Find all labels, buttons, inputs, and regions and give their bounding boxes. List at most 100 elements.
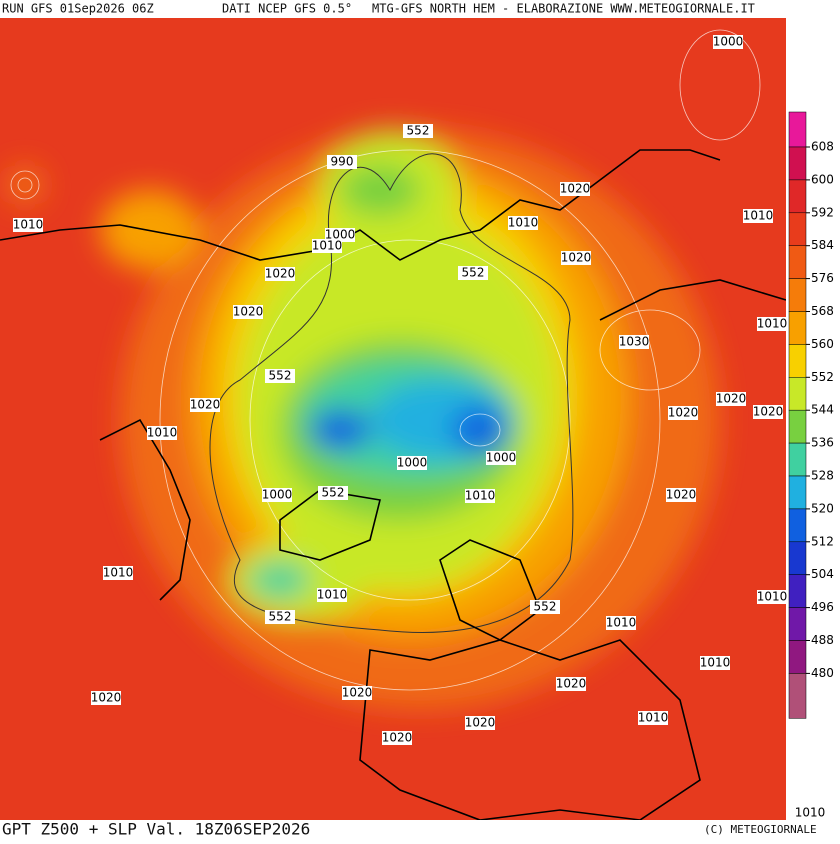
colorbar-label: 512 (811, 534, 834, 548)
contour-label-bg (508, 216, 538, 230)
contour-label: 990 (331, 155, 354, 169)
contour-labels: 1000 552 990 1020 1010 1010 1000 1010 1010 1020 55… (13, 35, 826, 820)
contour-label-bg (638, 711, 668, 725)
colorbar-band (788, 311, 807, 345)
z500-552-contour (209, 153, 574, 633)
colorbar-band (788, 245, 807, 279)
footer-title: GPT Z500 + SLP Val. 18Z06SEP2026 (2, 820, 310, 839)
contour-label-bg (342, 686, 372, 700)
contour-label: 1010 (103, 566, 134, 580)
contour-label: 1020 (342, 686, 373, 700)
contour-label: 1010 (757, 590, 788, 604)
contour-label-bg (757, 590, 787, 604)
contour-label: 1000 (325, 228, 356, 242)
contour-label-bg (13, 218, 43, 232)
footer-title-bg (0, 820, 360, 840)
contour-label: 1020 (556, 677, 587, 691)
colorbar-label: 488 (811, 633, 834, 647)
colorbar-label: 560 (811, 337, 834, 351)
contour-label: 1010 (508, 216, 539, 230)
colorbar-band (788, 409, 807, 444)
colorbar-band (788, 475, 807, 510)
contour-label-bg (147, 426, 177, 440)
contour-label-bg (530, 600, 560, 614)
contour-label: 552 (269, 369, 292, 383)
contour-label-bg (403, 124, 433, 138)
contour-label-bg (713, 35, 743, 49)
contour-label: 552 (322, 486, 345, 500)
contour-label: 1020 (716, 392, 747, 406)
contour-label-bg (619, 335, 649, 349)
contour-label-bg (668, 406, 698, 420)
contour-label: 1010 (606, 616, 637, 630)
contour-label-bg (757, 317, 787, 331)
contour-label: 1020 (465, 716, 496, 730)
contour-label-bg (327, 155, 357, 169)
contour-label: 1020 (561, 251, 592, 265)
contour-label: 1000 (713, 35, 744, 49)
colorbar-band (788, 212, 807, 246)
colorbar-band (788, 508, 807, 543)
contour-label-bg (318, 486, 348, 500)
colorbar-band (788, 574, 807, 608)
contour-label-bg (265, 267, 295, 281)
contour-label-bg (91, 691, 121, 705)
colorbar-label: 608 (811, 140, 834, 154)
contour-label-bg (753, 405, 783, 419)
contour-label-bg (382, 731, 412, 745)
colorbar-band (788, 111, 807, 148)
colorbar-band (788, 179, 807, 214)
contour-label-bg (190, 398, 220, 412)
colorbar-band (788, 607, 807, 641)
contour-label: 1010 (638, 711, 669, 725)
contour-label-bg (666, 488, 696, 502)
colorbar-label: 584 (811, 238, 834, 252)
contour-label-bg (458, 266, 488, 280)
contour-label: 1010 (700, 656, 731, 670)
contour-label: 552 (462, 266, 485, 280)
contour-label: 1020 (233, 305, 264, 319)
colorbar-band (788, 673, 807, 719)
contour-label: 1020 (382, 731, 413, 745)
colorbar: 608 600 592 584 576 568 560 552 544 536 528 520 512 5… (788, 111, 834, 719)
colorbar-label: 568 (811, 304, 834, 318)
contour-label-bg (265, 369, 295, 383)
contour-label-bg (561, 251, 591, 265)
contour-label-bg (486, 451, 516, 465)
contour-label-bg (262, 488, 292, 502)
contour-label: 1010 (757, 317, 788, 331)
contour-label-bg (265, 610, 295, 624)
contour-label-bg (465, 716, 495, 730)
contour-label-bg (312, 239, 342, 253)
contour-label: 1020 (265, 267, 296, 281)
colorbar-label: 504 (811, 567, 834, 581)
contour-label-bg (560, 182, 590, 196)
contour-label: 1010 (795, 806, 826, 820)
contour-label-bg (795, 806, 825, 820)
contour-label-bg (700, 656, 730, 670)
product-label: MTG-GFS NORTH HEM - ELABORAZIONE WWW.MET… (372, 2, 755, 16)
colorbar-label: 552 (811, 370, 834, 384)
contour-label: 1020 (91, 691, 122, 705)
colorbar-label: 576 (811, 271, 834, 285)
contour-label-bg (397, 456, 427, 470)
contour-label: 1000 (486, 451, 517, 465)
contour-label: 552 (269, 610, 292, 624)
colorbar-band (788, 640, 807, 674)
contour-label: 1010 (147, 426, 178, 440)
coastlines (0, 149, 787, 821)
copyright: (C) METEOGIORNALE (704, 823, 817, 836)
contour-label: 1010 (317, 588, 348, 602)
colorbar-label: 528 (811, 469, 834, 483)
colorbar-band (788, 344, 807, 378)
colorbar-band (788, 377, 807, 411)
contour-label: 1010 (13, 218, 44, 232)
header-bar (0, 0, 840, 18)
colorbar-band (788, 442, 807, 477)
contour-label: 1010 (743, 209, 774, 223)
contour-label: 1020 (666, 488, 697, 502)
contour-label-bg (556, 677, 586, 691)
colorbar-label: 520 (811, 501, 834, 515)
colorbar-label: 480 (811, 666, 834, 680)
